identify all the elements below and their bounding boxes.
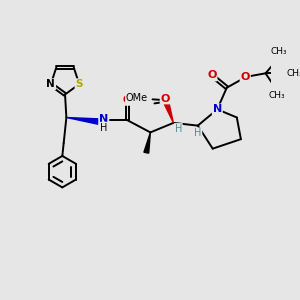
Text: O: O xyxy=(241,72,250,82)
Text: N: N xyxy=(46,79,55,89)
Text: OMe: OMe xyxy=(125,93,148,103)
Text: O: O xyxy=(160,94,170,103)
Polygon shape xyxy=(66,118,99,124)
Text: N: N xyxy=(99,114,108,124)
Text: S: S xyxy=(76,79,83,89)
Text: N: N xyxy=(213,104,222,114)
Text: H: H xyxy=(100,122,107,133)
Text: CH₃: CH₃ xyxy=(286,69,300,78)
Text: H: H xyxy=(194,128,202,138)
Text: O: O xyxy=(123,95,132,105)
Text: CH₃: CH₃ xyxy=(268,91,285,100)
Text: H: H xyxy=(175,124,182,134)
Text: CH₃: CH₃ xyxy=(271,47,287,56)
Polygon shape xyxy=(144,132,150,153)
Text: O: O xyxy=(207,70,217,80)
Polygon shape xyxy=(164,103,173,123)
